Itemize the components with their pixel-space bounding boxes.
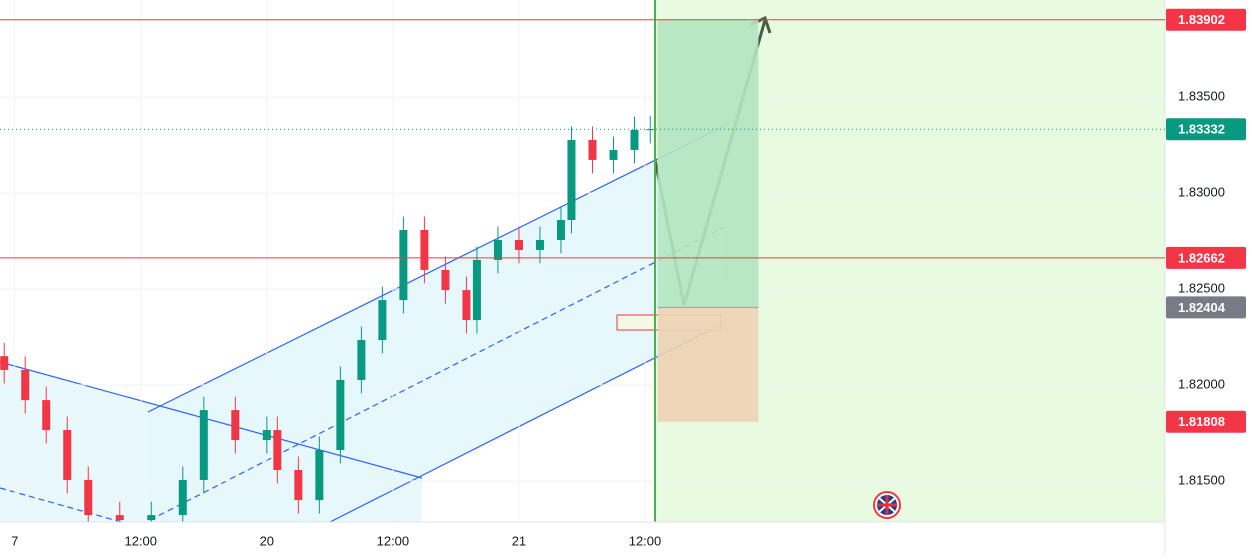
up-channel-fill bbox=[148, 123, 730, 522]
x-tick-label: 7 bbox=[11, 533, 18, 548]
candle-body bbox=[178, 479, 187, 516]
y-tick-label: 1.82000 bbox=[1178, 376, 1225, 391]
candle-body bbox=[399, 229, 408, 301]
candle-body bbox=[646, 129, 655, 131]
price-label-box bbox=[1166, 246, 1246, 269]
candle-body bbox=[336, 379, 345, 451]
candle-body bbox=[273, 430, 282, 470]
candle-body bbox=[115, 515, 124, 521]
candle-body bbox=[42, 400, 51, 431]
price-label: 1.83902 bbox=[1178, 12, 1225, 27]
candle-body bbox=[493, 239, 502, 260]
candle-body bbox=[357, 340, 366, 380]
y-tick-label: 1.82500 bbox=[1178, 280, 1225, 295]
x-tick-label: 12:00 bbox=[629, 533, 662, 548]
candle-body bbox=[63, 430, 72, 480]
x-tick-label: 12:00 bbox=[124, 533, 157, 548]
y-tick-label: 1.81500 bbox=[1178, 472, 1225, 487]
up-channel-top bbox=[147, 122, 731, 413]
y-tick-label: 1.83000 bbox=[1178, 184, 1225, 199]
candle-body bbox=[262, 430, 271, 441]
price-label-box bbox=[1166, 410, 1246, 433]
candle-body bbox=[21, 369, 30, 401]
marks bbox=[0, 0, 1165, 522]
price-label: 1.82404 bbox=[1178, 300, 1226, 315]
price-label-box bbox=[1166, 118, 1246, 141]
candle-body bbox=[567, 139, 576, 221]
candle-body bbox=[199, 410, 208, 480]
down-channel-mid bbox=[0, 487, 124, 522]
candle-body bbox=[514, 239, 523, 250]
candle-body bbox=[420, 229, 429, 270]
price-label-box bbox=[1166, 8, 1246, 31]
price-label: 1.81808 bbox=[1178, 414, 1225, 429]
candle-body bbox=[294, 469, 303, 501]
candle-body bbox=[609, 149, 618, 160]
x-tick-label: 12:00 bbox=[377, 533, 410, 548]
loss-zone bbox=[657, 307, 759, 422]
candle-body bbox=[147, 515, 156, 521]
price-label-box bbox=[1166, 296, 1246, 319]
candle-body bbox=[535, 239, 544, 250]
flag-icon bbox=[873, 491, 901, 519]
candle-body bbox=[472, 259, 481, 321]
candle-body bbox=[231, 410, 240, 441]
candle-body bbox=[0, 356, 9, 370]
x-tick-label: 20 bbox=[260, 533, 274, 548]
profit-zone bbox=[657, 19, 759, 308]
candle-body bbox=[556, 220, 565, 240]
x-tick-label: 21 bbox=[512, 533, 526, 548]
candle-body bbox=[441, 269, 450, 291]
down-channel-line bbox=[0, 361, 423, 479]
price-label: 1.82662 bbox=[1178, 250, 1225, 265]
candle-body bbox=[630, 129, 639, 150]
up-channel-mid bbox=[149, 224, 729, 521]
price-label: 1.83332 bbox=[1178, 122, 1225, 137]
candle-body bbox=[588, 139, 597, 160]
candle-body bbox=[378, 300, 387, 341]
candle-body bbox=[315, 450, 324, 501]
candle-body bbox=[462, 290, 471, 321]
candle-body bbox=[84, 479, 93, 516]
y-tick-label: 1.83500 bbox=[1178, 88, 1225, 103]
